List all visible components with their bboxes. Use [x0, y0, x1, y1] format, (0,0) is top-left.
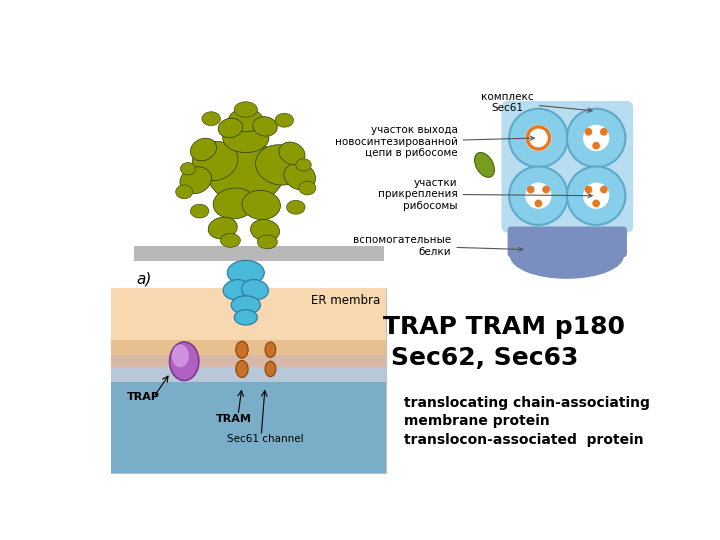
FancyBboxPatch shape — [508, 226, 627, 257]
Circle shape — [534, 200, 542, 207]
Ellipse shape — [234, 309, 257, 325]
Bar — [111, 382, 386, 473]
Ellipse shape — [257, 235, 277, 249]
Ellipse shape — [242, 280, 269, 300]
Ellipse shape — [235, 361, 248, 377]
Circle shape — [567, 109, 626, 167]
Ellipse shape — [223, 280, 250, 300]
Ellipse shape — [202, 112, 220, 126]
Circle shape — [583, 125, 609, 151]
Circle shape — [585, 186, 593, 193]
Circle shape — [525, 183, 552, 209]
Ellipse shape — [256, 145, 305, 185]
Text: TRAP: TRAP — [127, 393, 159, 402]
Ellipse shape — [176, 185, 193, 199]
Text: TRAP TRAM p180: TRAP TRAM p180 — [383, 315, 625, 339]
Ellipse shape — [275, 113, 294, 127]
Bar — [111, 355, 386, 367]
Circle shape — [525, 125, 552, 151]
Ellipse shape — [228, 109, 263, 132]
Ellipse shape — [192, 141, 238, 180]
Ellipse shape — [208, 217, 237, 239]
Ellipse shape — [235, 341, 248, 358]
Text: TRAM: TRAM — [216, 414, 252, 423]
Ellipse shape — [180, 163, 196, 175]
Bar — [111, 340, 386, 355]
Ellipse shape — [170, 342, 199, 381]
Ellipse shape — [180, 167, 212, 194]
Circle shape — [542, 186, 550, 193]
Text: участки
прикрепления
рибосомы: участки прикрепления рибосомы — [378, 178, 592, 211]
Text: вспомогательные
белки: вспомогательные белки — [354, 235, 523, 256]
Text: Sec61 channel: Sec61 channel — [227, 434, 303, 444]
Ellipse shape — [251, 219, 279, 241]
Ellipse shape — [234, 102, 257, 117]
Circle shape — [600, 128, 608, 136]
Ellipse shape — [172, 345, 189, 367]
Ellipse shape — [284, 163, 315, 190]
Ellipse shape — [242, 190, 280, 220]
Text: translocating chain-associating
membrane protein: translocating chain-associating membrane… — [404, 396, 649, 428]
Bar — [134, 246, 384, 261]
Circle shape — [509, 109, 567, 167]
Circle shape — [583, 183, 609, 209]
Ellipse shape — [190, 204, 209, 218]
Ellipse shape — [279, 142, 305, 165]
Ellipse shape — [207, 142, 284, 204]
Text: translocon-associated  protein: translocon-associated protein — [404, 433, 643, 447]
Ellipse shape — [253, 117, 277, 136]
Ellipse shape — [213, 188, 256, 219]
Circle shape — [527, 186, 534, 193]
Ellipse shape — [231, 296, 261, 314]
Ellipse shape — [510, 233, 624, 279]
Ellipse shape — [222, 123, 269, 153]
Circle shape — [509, 166, 567, 225]
Ellipse shape — [299, 181, 316, 195]
FancyBboxPatch shape — [501, 101, 633, 233]
Circle shape — [600, 186, 608, 193]
Ellipse shape — [228, 260, 264, 285]
Text: комплекс
Sec61: комплекс Sec61 — [481, 92, 592, 113]
Ellipse shape — [218, 118, 243, 138]
Text: ER membra: ER membra — [311, 294, 381, 307]
Bar — [111, 288, 386, 473]
Text: Sec62, Sec63: Sec62, Sec63 — [391, 346, 578, 370]
Ellipse shape — [474, 152, 495, 177]
Circle shape — [593, 200, 600, 207]
Circle shape — [593, 142, 600, 150]
Ellipse shape — [265, 361, 276, 377]
Bar — [111, 288, 386, 340]
Bar — [111, 367, 386, 382]
Ellipse shape — [265, 342, 276, 357]
Ellipse shape — [287, 200, 305, 214]
Circle shape — [585, 128, 593, 136]
Ellipse shape — [296, 159, 311, 171]
Ellipse shape — [220, 233, 240, 247]
Circle shape — [567, 166, 626, 225]
Ellipse shape — [190, 138, 217, 161]
Text: участок выхода
новосинтезированной
цепи в рибосоме: участок выхода новосинтезированной цепи … — [335, 125, 534, 158]
Text: a): a) — [137, 271, 152, 286]
